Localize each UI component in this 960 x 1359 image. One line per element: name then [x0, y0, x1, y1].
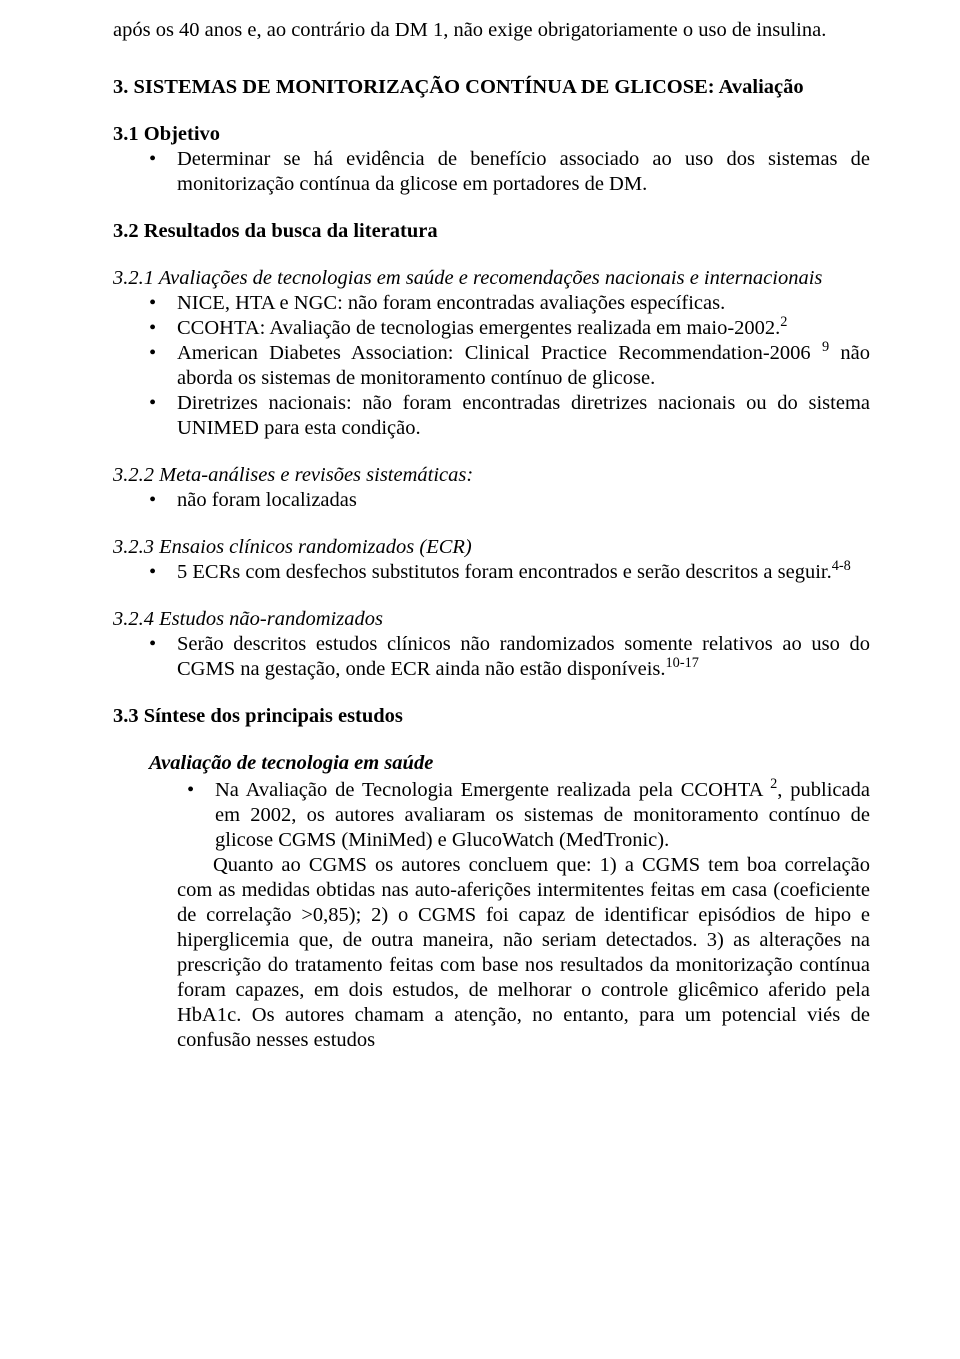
list-item: American Diabetes Association: Clinical … — [149, 341, 870, 391]
section-3-3-title: 3.3 Síntese dos principais estudos — [113, 704, 870, 729]
intro-paragraph: após os 40 anos e, ao contrário da DM 1,… — [113, 18, 870, 43]
section-3-3-subtitle: Avaliação de tecnologia em saúde — [113, 751, 870, 776]
section-3-1-title: 3.1 Objetivo — [113, 122, 870, 147]
section-3-2-1-list: NICE, HTA e NGC: não foram encontradas a… — [113, 291, 870, 441]
list-item-text: 5 ECRs com desfechos substitutos foram e… — [177, 561, 832, 583]
section-3-2-2-list: não foram localizadas — [113, 488, 870, 513]
section-3-1-list: Determinar se há evidência de benefício … — [113, 147, 870, 197]
section-3-2-title: 3.2 Resultados da busca da literatura — [113, 219, 870, 244]
list-item: 5 ECRs com desfechos substitutos foram e… — [149, 560, 870, 585]
list-item: não foram localizadas — [149, 488, 870, 513]
list-item: Na Avaliação de Tecnologia Emergente rea… — [187, 778, 870, 853]
superscript-ref: 10-17 — [666, 655, 699, 671]
section-3-heading: 3. SISTEMAS DE MONITORIZAÇÃO CONTÍNUA DE… — [113, 75, 870, 100]
section-3-2-4-title: 3.2.4 Estudos não-randomizados — [113, 607, 870, 632]
list-item-text: CCOHTA: Avaliação de tecnologias emergen… — [177, 317, 780, 339]
section-3-2-4-list: Serão descritos estudos clínicos não ran… — [113, 632, 870, 682]
list-item-text: Na Avaliação de Tecnologia Emergente rea… — [215, 779, 770, 801]
section-3-2-3-list: 5 ECRs com desfechos substitutos foram e… — [113, 560, 870, 585]
list-item: CCOHTA: Avaliação de tecnologias emergen… — [149, 316, 870, 341]
list-item: Determinar se há evidência de benefício … — [149, 147, 870, 197]
section-3-3-paragraph: Quanto ao CGMS os autores concluem que: … — [113, 853, 870, 1053]
section-3-2-1-title: 3.2.1 Avaliações de tecnologias em saúde… — [113, 266, 870, 291]
list-item: NICE, HTA e NGC: não foram encontradas a… — [149, 291, 870, 316]
section-3-2-3-title: 3.2.3 Ensaios clínicos randomizados (ECR… — [113, 535, 870, 560]
list-item: Diretrizes nacionais: não foram encontra… — [149, 391, 870, 441]
superscript-ref: 2 — [780, 314, 787, 330]
list-item-text: American Diabetes Association: Clinical … — [177, 342, 822, 364]
superscript-ref: 4-8 — [832, 558, 851, 574]
section-3-2-2-title: 3.2.2 Meta-análises e revisões sistemáti… — [113, 463, 870, 488]
list-item: Serão descritos estudos clínicos não ran… — [149, 632, 870, 682]
list-item-text: Serão descritos estudos clínicos não ran… — [177, 633, 870, 680]
section-3-3-list: Na Avaliação de Tecnologia Emergente rea… — [113, 778, 870, 853]
